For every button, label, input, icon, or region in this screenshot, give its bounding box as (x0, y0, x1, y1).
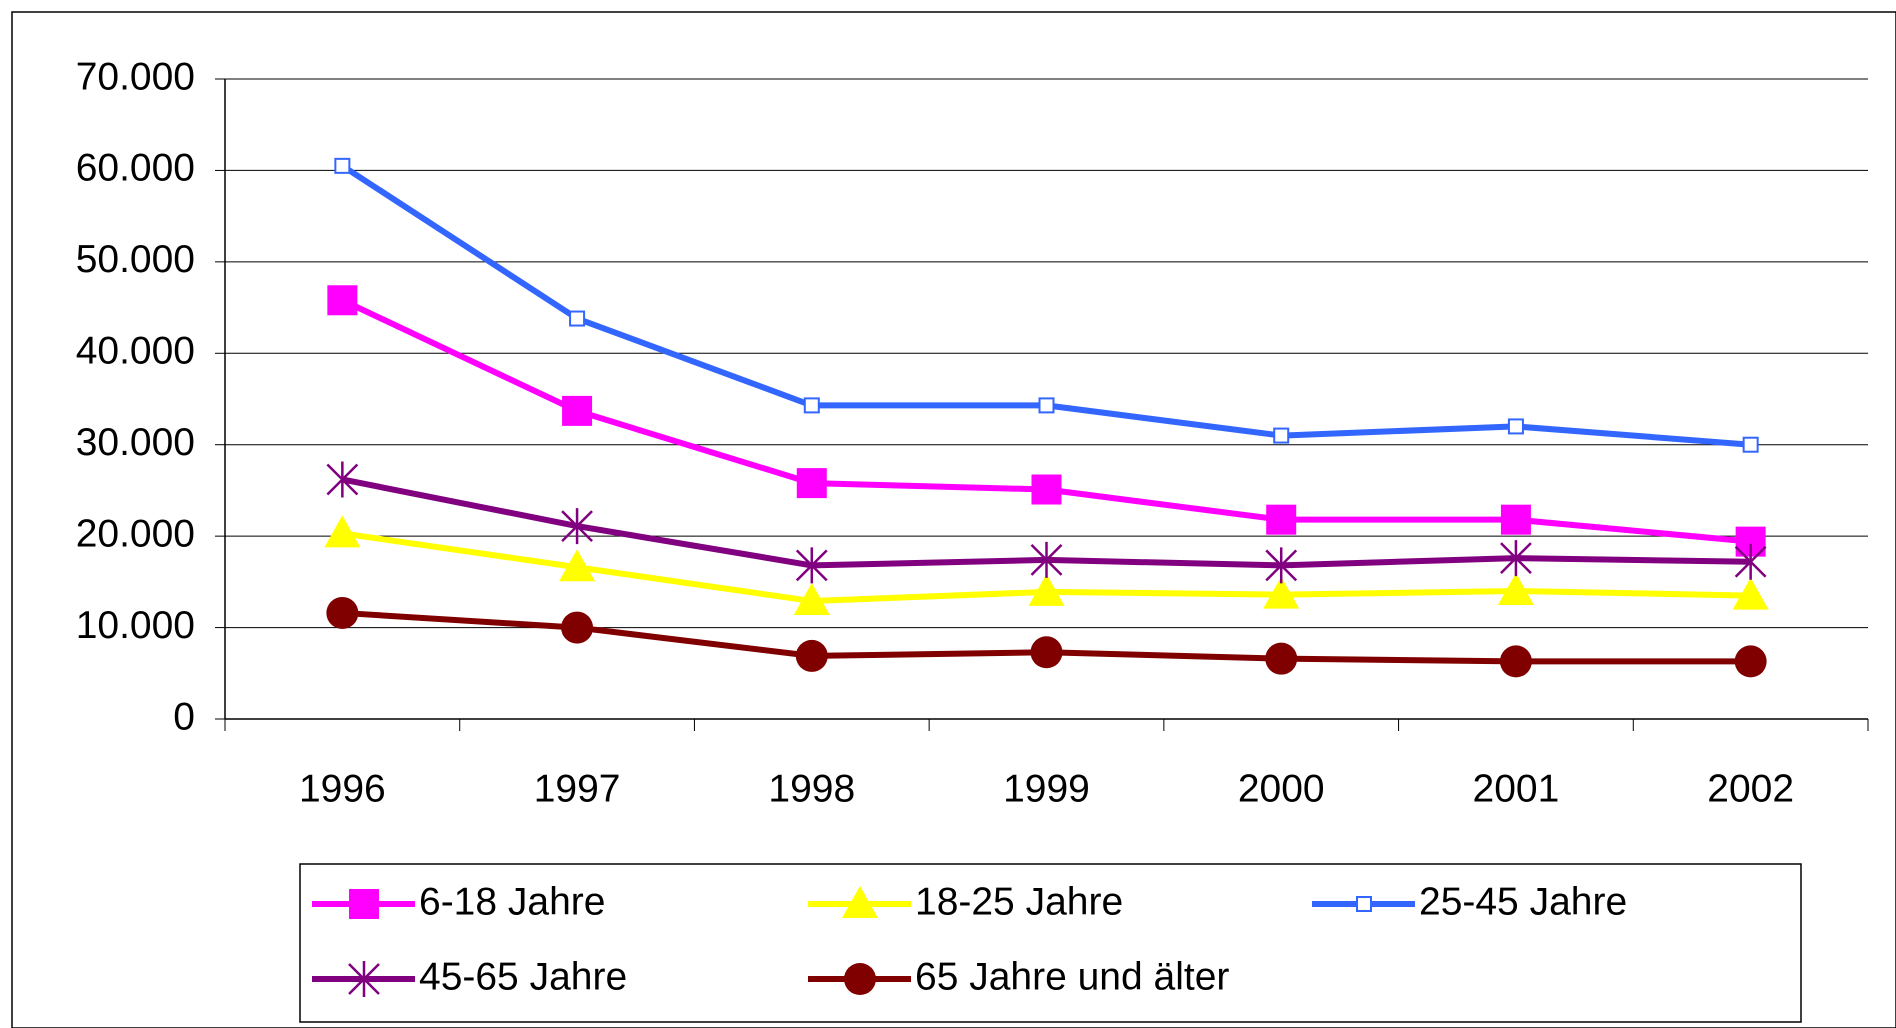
y-tick-label: 70.000 (76, 55, 195, 98)
legend-marker (842, 886, 878, 918)
marker (1507, 418, 1524, 435)
y-tick-label: 50.000 (76, 238, 195, 281)
series-line (341, 297, 1751, 545)
marker (327, 285, 358, 316)
x-tick-label: 1999 (1003, 767, 1090, 810)
x-tick-label: 1998 (768, 767, 855, 810)
marker (803, 397, 820, 414)
chart-frame (11, 11, 1896, 1028)
marker (795, 639, 828, 672)
legend-marker (844, 963, 876, 995)
y-tick-label: 30.000 (76, 421, 195, 464)
marker (1030, 636, 1063, 669)
marker (1732, 577, 1769, 610)
marker (561, 611, 594, 644)
x-tick-label: 2001 (1473, 767, 1560, 810)
marker (334, 157, 351, 174)
marker (1500, 540, 1532, 577)
marker (1499, 645, 1532, 678)
legend-marker (348, 961, 380, 997)
legend-marker (1356, 896, 1372, 912)
legend-marker (349, 889, 379, 919)
y-tick-label: 60.000 (76, 147, 195, 190)
y-tick-label: 0 (173, 695, 195, 738)
marker (1030, 541, 1063, 578)
legend-label: 65 Jahre und älter (915, 955, 1229, 998)
marker (1734, 645, 1767, 678)
marker (1038, 397, 1055, 414)
x-tick-label: 1996 (299, 767, 386, 810)
marker (562, 395, 593, 426)
marker (1500, 504, 1531, 535)
marker (796, 468, 827, 499)
marker (1497, 573, 1534, 605)
legend-label: 25-45 Jahre (1419, 880, 1627, 923)
marker (559, 549, 596, 582)
marker (1031, 474, 1062, 505)
marker (561, 508, 593, 545)
marker (795, 547, 828, 584)
marker (326, 461, 359, 498)
marker (1265, 642, 1298, 675)
marker (1734, 543, 1767, 580)
marker (1265, 547, 1298, 584)
legend-label: 18-25 Jahre (915, 880, 1123, 923)
marker (1742, 436, 1759, 453)
marker (1028, 573, 1065, 606)
legend-box (299, 863, 1802, 1023)
x-tick-label: 2000 (1238, 767, 1325, 810)
y-tick-label: 10.000 (76, 604, 195, 647)
marker (1273, 427, 1290, 444)
x-tick-label: 1997 (534, 767, 621, 810)
marker (326, 596, 359, 629)
y-tick-label: 20.000 (76, 512, 195, 555)
marker (569, 310, 586, 327)
legend-label: 45-65 Jahre (419, 955, 627, 998)
legend-label: 6-18 Jahre (419, 880, 605, 923)
marker (1266, 504, 1297, 535)
marker (324, 515, 361, 548)
y-tick-label: 40.000 (76, 330, 195, 373)
marker (1263, 576, 1300, 609)
x-tick-label: 2002 (1707, 767, 1794, 810)
marker (793, 583, 830, 616)
